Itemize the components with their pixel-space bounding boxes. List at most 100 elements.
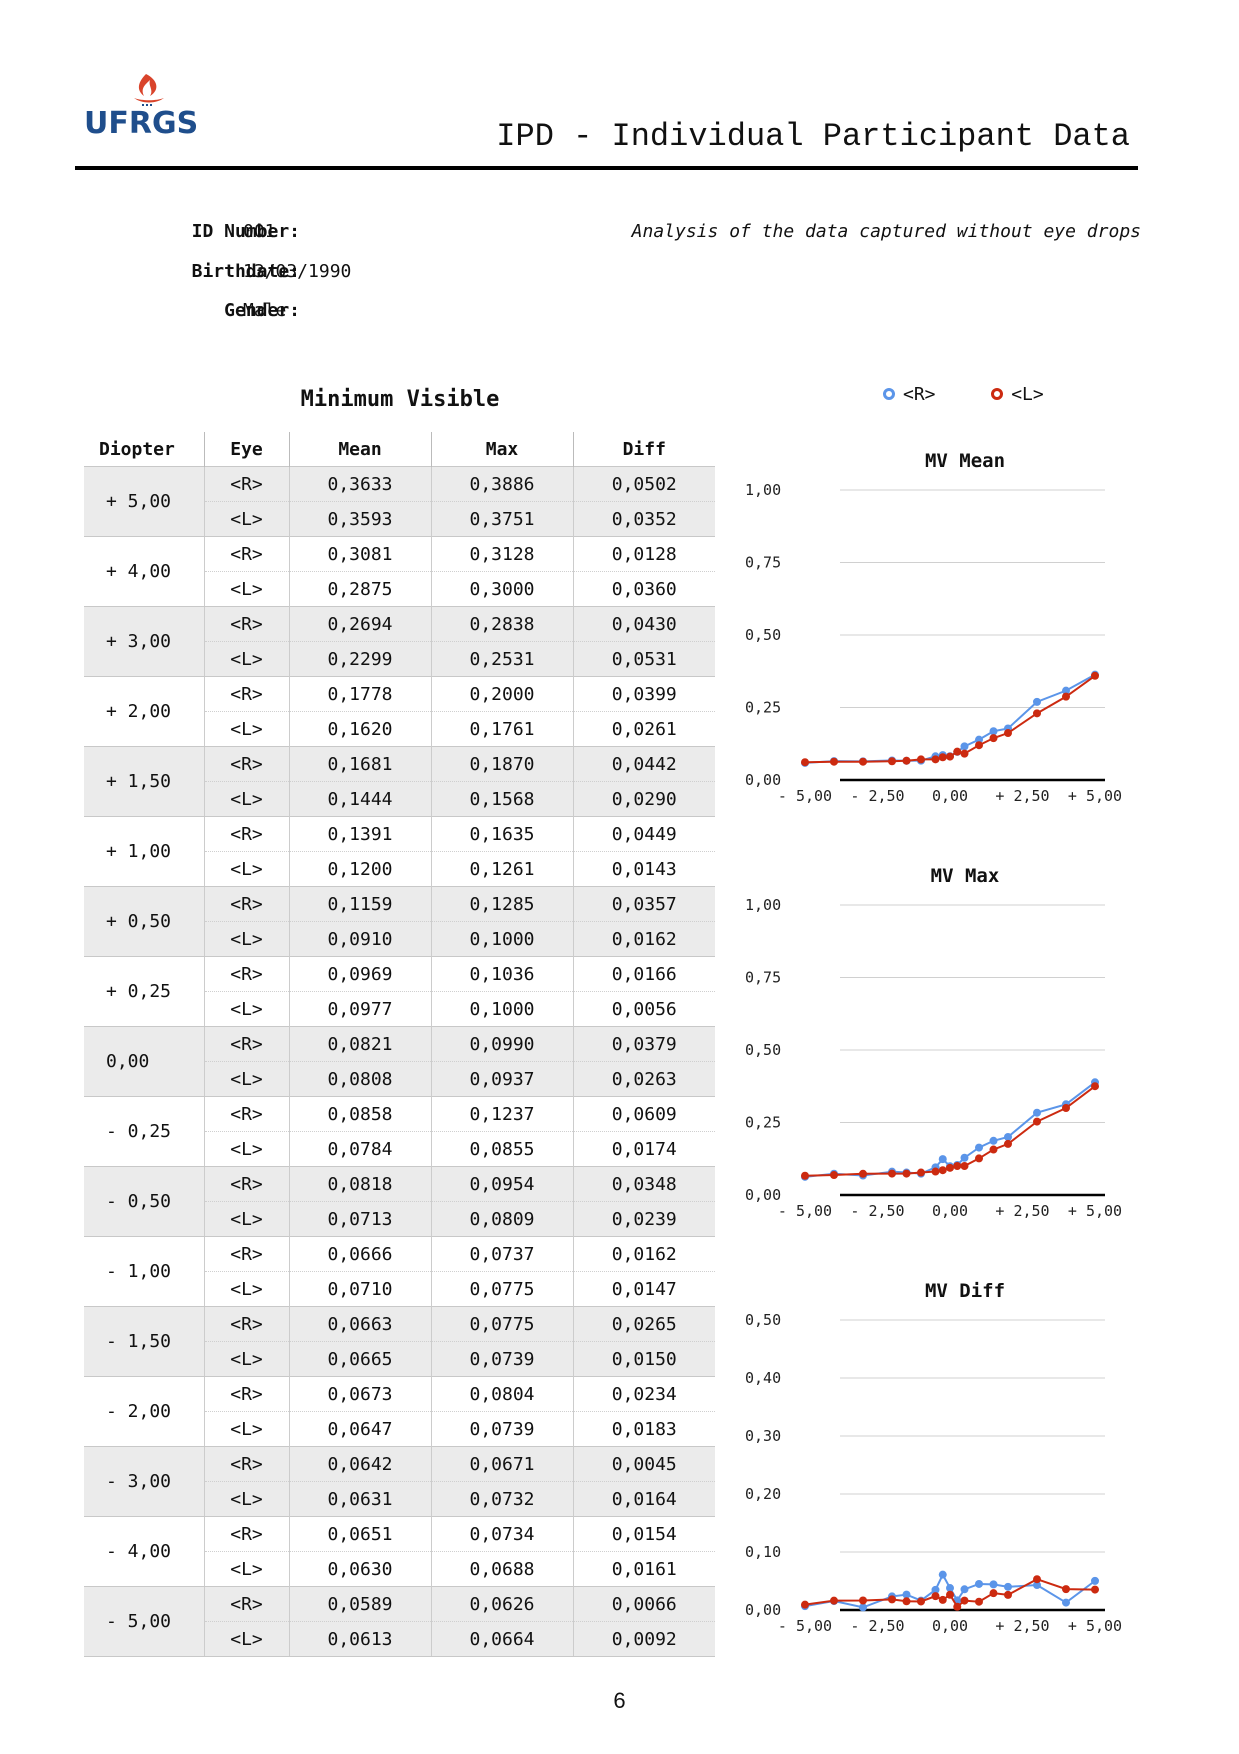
diopter-group: - 1,50 <R> 0,0663 0,0775 0,0265 <L> 0,0665 0,07… xyxy=(84,1306,715,1377)
table-row: <L> 0,0631 0,0732 0,0164 xyxy=(84,1481,715,1517)
data-point-r xyxy=(931,1585,940,1594)
diff-cell: 0,0045 xyxy=(572,1446,715,1482)
diopter-cell: - 3,00 xyxy=(84,1446,204,1517)
data-point-l xyxy=(830,757,838,766)
max-cell: 0,1036 xyxy=(430,956,573,992)
data-point-r xyxy=(975,1579,983,1588)
data-point-l xyxy=(1062,1104,1070,1112)
eye-cell: <R> xyxy=(203,606,289,642)
id-number-value: 001 xyxy=(243,221,276,242)
data-point-r xyxy=(1004,1133,1012,1141)
mean-cell: 0,0784 xyxy=(288,1131,431,1167)
diff-cell: 0,0290 xyxy=(572,781,715,817)
x-tick-label: + 5,00 xyxy=(1068,787,1122,805)
diopter-group: + 0,25 <R> 0,0969 0,1036 0,0166 <L> 0,0977 0,10… xyxy=(84,956,715,1027)
diff-cell: 0,0162 xyxy=(572,1236,715,1272)
table-row: + 1,00 <R> 0,1391 0,1635 0,0449 xyxy=(84,816,715,887)
diff-cell: 0,0265 xyxy=(572,1306,715,1342)
diff-cell: 0,0143 xyxy=(572,851,715,887)
mean-cell: 0,0821 xyxy=(288,1026,431,1062)
eye-cell: <L> xyxy=(203,851,289,887)
diff-cell: 0,0239 xyxy=(572,1201,715,1237)
diff-cell: 0,0442 xyxy=(572,746,715,782)
table-row: <L> 0,1620 0,1761 0,0261 xyxy=(84,711,715,747)
mean-cell: 0,0647 xyxy=(288,1411,431,1447)
logo-text: UFRGS xyxy=(84,106,199,141)
y-tick-label: 1,00 xyxy=(745,481,781,499)
diff-cell: 0,0234 xyxy=(572,1376,715,1412)
eye-cell: <L> xyxy=(203,921,289,957)
table-row: - 1,00 <R> 0,0666 0,0737 0,0162 xyxy=(84,1236,715,1307)
mean-cell: 0,0630 xyxy=(288,1551,431,1587)
chart-legend: <R> <L> xyxy=(883,383,1044,405)
x-tick-label: - 5,00 xyxy=(778,1202,832,1220)
y-tick-label: 0,00 xyxy=(745,1186,781,1204)
data-point-l xyxy=(975,1154,983,1163)
mean-cell: 0,1778 xyxy=(288,676,431,712)
eye-cell: <L> xyxy=(203,1061,289,1097)
data-point-l xyxy=(989,734,998,743)
data-point-l xyxy=(859,1169,867,1178)
table-header-row: Diopter Eye Mean Max Diff xyxy=(84,432,715,467)
data-point-r xyxy=(902,1590,911,1599)
data-point-l xyxy=(888,1595,896,1604)
mean-cell: 0,0665 xyxy=(288,1341,431,1377)
data-point-l xyxy=(989,1145,998,1154)
diopter-group: - 0,25 <R> 0,0858 0,1237 0,0609 <L> 0,0784 0,08… xyxy=(84,1096,715,1167)
eye-cell: <R> xyxy=(203,1376,289,1412)
table-row: + 4,00 <R> 0,3081 0,3128 0,0128 xyxy=(84,536,715,607)
table-row: + 5,00 <R> 0,3633 0,3886 0,0502 xyxy=(84,466,715,537)
data-point-l xyxy=(960,1596,969,1605)
max-cell: 0,1237 xyxy=(430,1096,573,1132)
diopter-group: - 4,00 <R> 0,0651 0,0734 0,0154 <L> 0,0630 0,06… xyxy=(84,1516,715,1587)
diopter-cell: + 4,00 xyxy=(84,536,204,607)
diff-cell: 0,0352 xyxy=(572,501,715,537)
data-point-r xyxy=(1033,697,1041,706)
mean-cell: 0,0589 xyxy=(288,1586,431,1622)
max-cell: 0,2838 xyxy=(430,606,573,642)
diopter-cell: - 0,25 xyxy=(84,1096,204,1167)
mean-cell: 0,0977 xyxy=(288,991,431,1027)
data-point-r xyxy=(960,742,969,751)
chart-title-diff: MV Diff xyxy=(924,1280,1006,1302)
max-cell: 0,0809 xyxy=(430,1201,573,1237)
eye-cell: <R> xyxy=(203,1446,289,1482)
max-cell: 0,0671 xyxy=(430,1446,573,1482)
page-number: 6 xyxy=(613,1688,626,1713)
id-number-label: ID Number: xyxy=(191,221,300,242)
data-point-l xyxy=(1033,1117,1041,1126)
data-point-l xyxy=(1033,1575,1041,1584)
max-cell: 0,1261 xyxy=(430,851,573,887)
data-point-l xyxy=(1004,1590,1012,1599)
diopter-group: - 1,00 <R> 0,0666 0,0737 0,0162 <L> 0,0710 0,07… xyxy=(84,1236,715,1307)
diopter-cell: + 0,50 xyxy=(84,886,204,957)
data-point-l xyxy=(1004,729,1012,738)
diff-cell: 0,0147 xyxy=(572,1271,715,1307)
eye-cell: <R> xyxy=(203,816,289,852)
flame-icon xyxy=(134,74,164,106)
diopter-group: - 0,50 <R> 0,0818 0,0954 0,0348 <L> 0,0713 0,08… xyxy=(84,1166,715,1237)
data-point-l xyxy=(931,755,940,764)
table-row: <L> 0,1200 0,1261 0,0143 xyxy=(84,851,715,887)
eye-cell: <L> xyxy=(203,501,289,537)
table-row: - 3,00 <R> 0,0642 0,0671 0,0045 xyxy=(84,1446,715,1517)
max-cell: 0,0990 xyxy=(430,1026,573,1062)
diff-cell: 0,0261 xyxy=(572,711,715,747)
eye-cell: <R> xyxy=(203,466,289,502)
max-cell: 0,1870 xyxy=(430,746,573,782)
max-cell: 0,0734 xyxy=(430,1516,573,1552)
diff-cell: 0,0154 xyxy=(572,1516,715,1552)
x-tick-label: - 5,00 xyxy=(778,787,832,805)
diff-cell: 0,0174 xyxy=(572,1131,715,1167)
diopter-group: + 1,00 <R> 0,1391 0,1635 0,0449 <L> 0,1200 0,12… xyxy=(84,816,715,887)
y-tick-label: 0,20 xyxy=(745,1485,781,1503)
col-header-diopter: Diopter xyxy=(99,438,175,460)
table-row: + 2,00 <R> 0,1778 0,2000 0,0399 xyxy=(84,676,715,747)
table-row: <L> 0,0808 0,0937 0,0263 xyxy=(84,1061,715,1097)
table-row: <L> 0,0784 0,0855 0,0174 xyxy=(84,1131,715,1167)
y-tick-label: 0,00 xyxy=(745,1601,781,1619)
max-cell: 0,1761 xyxy=(430,711,573,747)
table-row: - 4,00 <R> 0,0651 0,0734 0,0154 xyxy=(84,1516,715,1587)
max-cell: 0,3751 xyxy=(430,501,573,537)
mean-cell: 0,1620 xyxy=(288,711,431,747)
